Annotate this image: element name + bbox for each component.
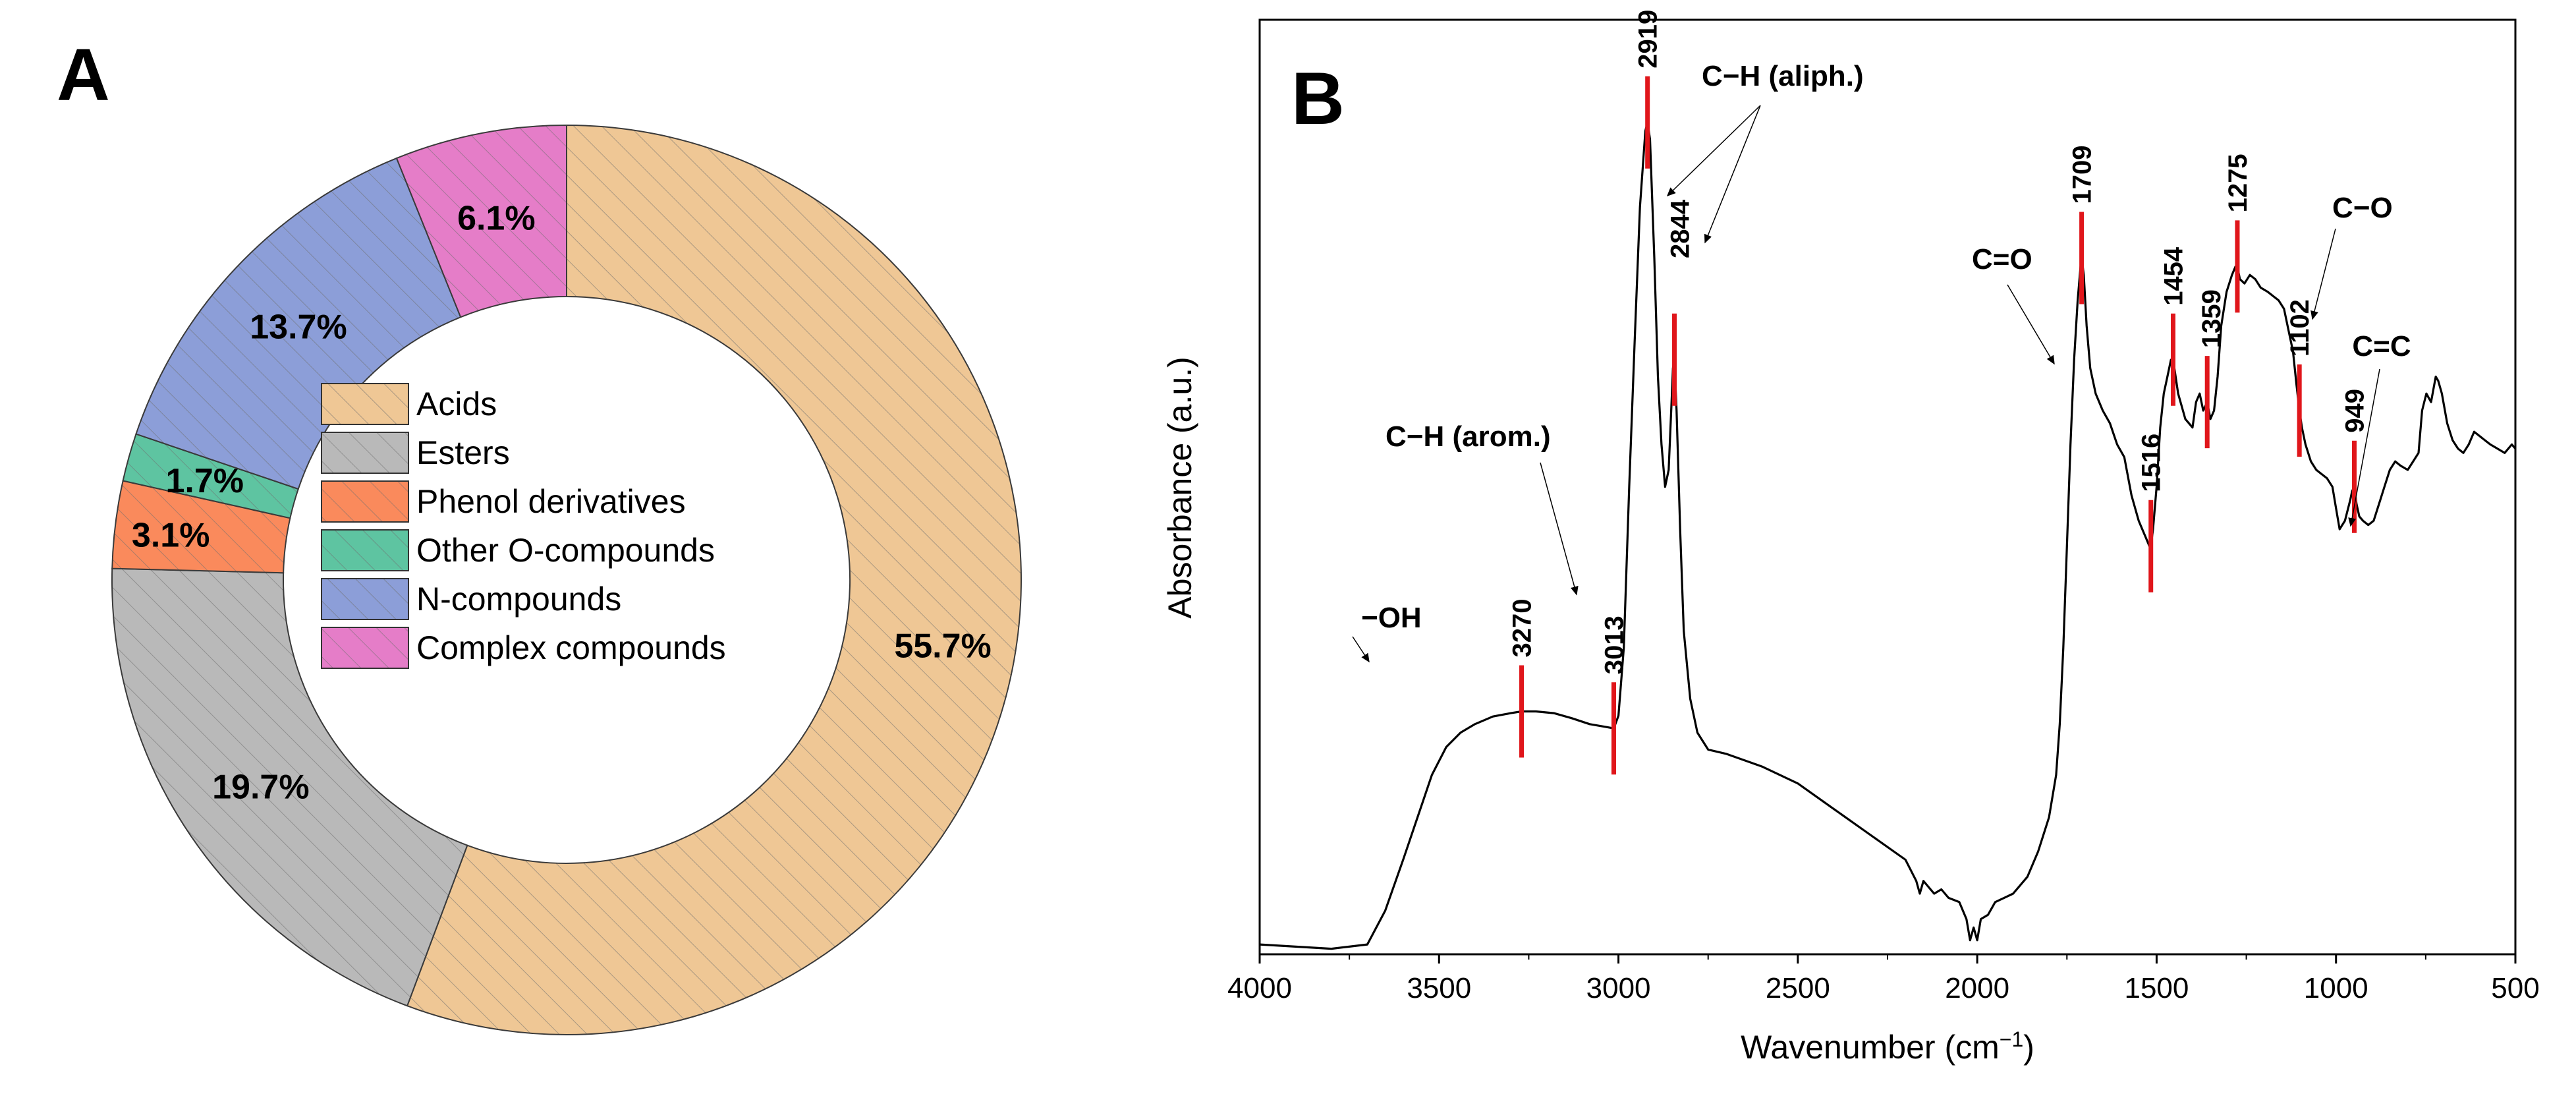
peak-label-1454: 1454 [2159, 246, 2188, 306]
annotation-ch-aliph: C−H (aliph.) [1702, 60, 1864, 92]
legend-n-compounds-label: N-compounds [416, 581, 621, 618]
annotation-c-o: C−O [2332, 192, 2393, 224]
x-tick-label-3000: 3000 [1586, 972, 1651, 1004]
peak-label-3270: 3270 [1508, 599, 1537, 658]
legend-other-o-compounds-label: Other O-compounds [416, 532, 715, 569]
peak-label-2844: 2844 [1666, 199, 1695, 258]
donut-labels: 55.7% 19.7% 3.1% 1.7% 13.7% 6.1% [132, 199, 992, 806]
peak-label-1359: 1359 [2197, 289, 2226, 348]
arrow-oh [1352, 636, 1370, 663]
label-esters: 19.7% [212, 768, 309, 806]
legend-acids-label: Acids [416, 386, 497, 422]
x-tick-label-1500: 1500 [2124, 972, 2189, 1004]
label-other-o-compounds: 1.7% [166, 462, 244, 500]
legend-esters-swatch-hatch [321, 432, 409, 474]
annotation-ch-arom: C−H (arom.) [1386, 420, 1551, 453]
x-tick-label-500: 500 [2491, 972, 2539, 1004]
legend-esters-label: Esters [416, 434, 510, 471]
arrow-c-o [2310, 228, 2336, 320]
legend-phenol-derivatives-label: Phenol derivatives [416, 483, 686, 520]
label-acids: 55.7% [894, 627, 991, 666]
x-axis-title: Wavenumber (cm−1) [1741, 1027, 2034, 1066]
donut-legend: Acids Esters Phenol derivatives Other O-com… [321, 383, 726, 669]
donut-chart [111, 124, 1022, 1035]
label-complex-compounds: 6.1% [457, 199, 536, 237]
arrow-ch-aliph-1 [1666, 105, 1761, 197]
label-n-compounds: 13.7% [250, 308, 347, 346]
arrow-co-double [2007, 284, 2055, 365]
legend-acids-swatch-hatch [321, 383, 409, 425]
peak-label-1102: 1102 [2285, 299, 2314, 357]
peak-label-1275: 1275 [2224, 154, 2253, 212]
slice-complex-compounds-hatch [395, 124, 567, 318]
arrow-ch-aliph-2 [1704, 105, 1761, 244]
x-axis-ticks: 4000 3500 3000 2500 2000 1500 1000 500 [1227, 954, 2540, 1004]
panel-b-letter: B [1291, 57, 1345, 140]
peak-label-949: 949 [2340, 389, 2369, 433]
label-phenol-derivatives: 3.1% [132, 517, 210, 555]
peak-label-1516: 1516 [2137, 434, 2166, 492]
y-axis-title: Absorbance (a.u.) [1162, 357, 1198, 618]
x-tick-label-3500: 3500 [1407, 972, 1471, 1004]
legend-complex-compounds-label: Complex compounds [416, 629, 726, 666]
legend-phenol-derivatives-swatch-hatch [321, 480, 409, 523]
x-tick-label-4000: 4000 [1227, 972, 1292, 1004]
plot-frame [1258, 18, 2517, 956]
panel-a-letter: A [57, 34, 110, 116]
legend-other-o-compounds-swatch-hatch [321, 529, 409, 571]
slice-acids-hatch [406, 124, 1022, 1035]
peak-label-3013: 3013 [1600, 616, 1629, 674]
x-tick-label-1000: 1000 [2304, 972, 2368, 1004]
spectrum-line [1259, 121, 2517, 950]
legend-complex-compounds-swatch-hatch [321, 627, 409, 669]
arrow-ch-arom [1540, 462, 1579, 596]
x-tick-label-2000: 2000 [1945, 972, 2009, 1004]
peak-label-2919: 2919 [1634, 10, 1663, 69]
legend-n-compounds-swatch-hatch [321, 578, 409, 620]
peak-label-1709: 1709 [2068, 145, 2097, 204]
annotation-oh: −OH [1361, 602, 1422, 634]
peak-markers: 3270 3013 2919 2844 1709 1516 1454 1359 1275 1102… [1508, 10, 2369, 775]
slice-esters-hatch [111, 567, 468, 1007]
annotation-co-double: C=O [1972, 243, 2032, 275]
x-tick-label-2500: 2500 [1766, 972, 1830, 1004]
arrow-c-c-double [2348, 368, 2380, 527]
annotation-c-c-double: C=C [2352, 330, 2411, 362]
